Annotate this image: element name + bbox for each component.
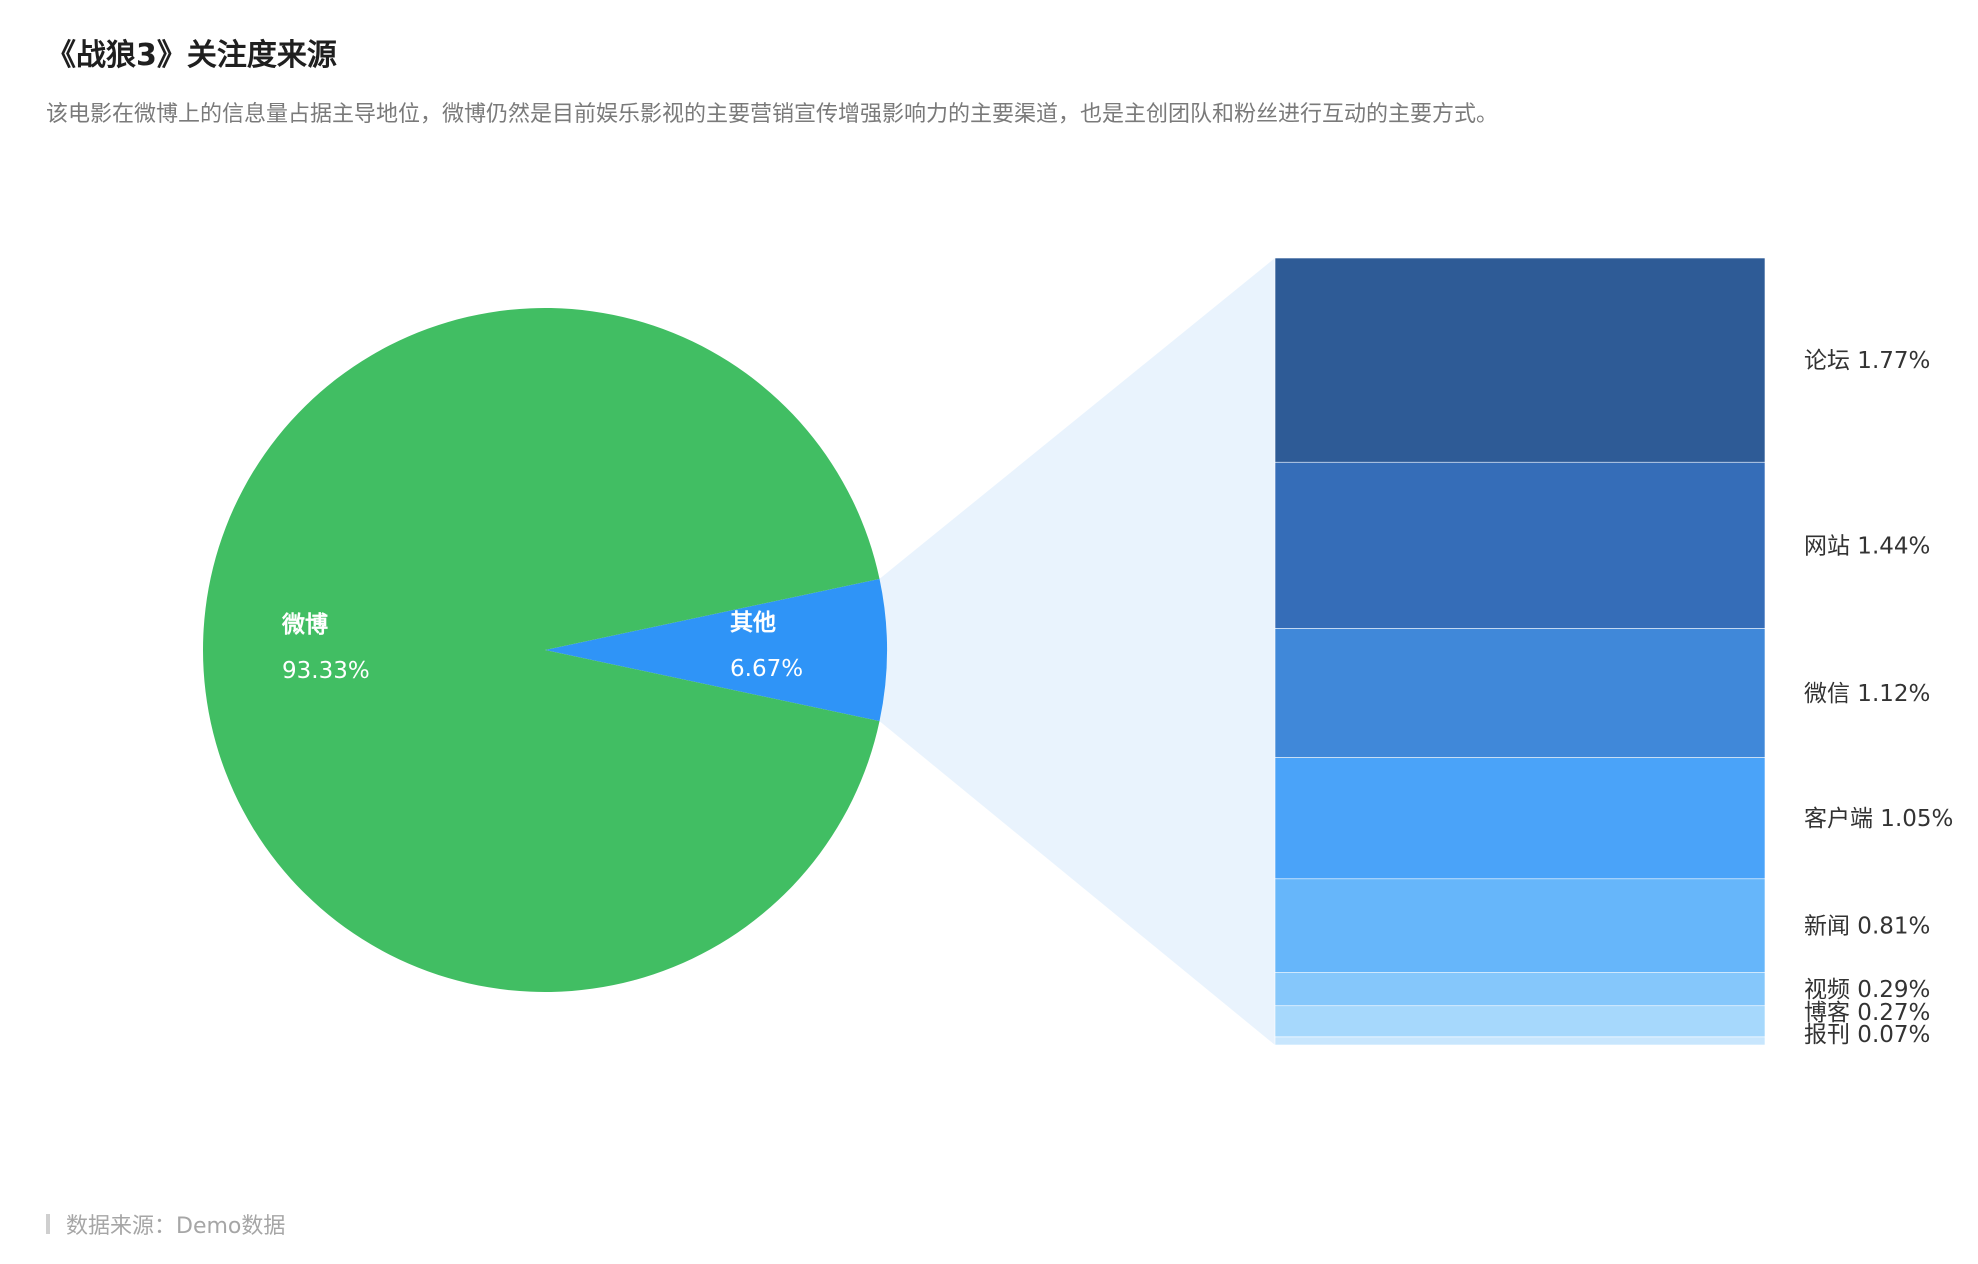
breakdown-label-6: 博客 0.27% bbox=[1804, 1000, 1930, 1026]
pie-label-value-weibo: 93.33% bbox=[282, 658, 370, 684]
breakdown-bar-group: 论坛 1.77% 网站 1.44% 微信 1.12% 客户端 1.05% 新闻 0.81… bbox=[1274, 257, 1953, 1048]
breakdown-label-4: 新闻 0.81% bbox=[1804, 914, 1930, 940]
chart-subtitle: 该电影在微博上的信息量占据主导地位，微博仍然是目前娱乐影视的主要营销宣传增强影响… bbox=[46, 102, 1499, 127]
breakdown-label-0: 论坛 1.77% bbox=[1804, 348, 1930, 374]
breakdown-segment-0[interactable] bbox=[1274, 257, 1766, 463]
breakdown-label-3: 客户端 1.05% bbox=[1804, 806, 1953, 832]
breakdown-label-7: 报刊 0.07% bbox=[1804, 1022, 1930, 1048]
breakdown-segment-6[interactable] bbox=[1274, 1005, 1766, 1038]
breakdown-label-1: 网站 1.44% bbox=[1804, 533, 1930, 559]
footer-marker bbox=[46, 1214, 50, 1234]
breakdown-connector-area bbox=[879, 258, 1275, 1045]
data-source-footer: 数据来源：Demo数据 bbox=[46, 1208, 285, 1240]
pie-label-value-other: 6.67% bbox=[730, 656, 803, 682]
breakdown-segment-2[interactable] bbox=[1274, 628, 1766, 758]
data-source-text: 数据来源：Demo数据 bbox=[66, 1214, 286, 1239]
breakdown-segment-4[interactable] bbox=[1274, 878, 1766, 973]
breakdown-label-2: 微信 1.12% bbox=[1804, 681, 1930, 707]
pie-slice-weibo[interactable] bbox=[203, 308, 880, 993]
breakdown-segment-1[interactable] bbox=[1274, 461, 1766, 629]
pie-label-name-other: 其他 bbox=[730, 610, 776, 636]
pie-label-name-weibo: 微博 bbox=[281, 611, 328, 638]
breakdown-segment-3[interactable] bbox=[1274, 757, 1766, 880]
breakdown-label-5: 视频 0.29% bbox=[1804, 977, 1930, 1003]
pie-slice-other[interactable] bbox=[545, 578, 888, 722]
breakdown-segment-5[interactable] bbox=[1274, 972, 1766, 1007]
pie-group: 微博 93.33% 其他 6.67% bbox=[203, 308, 888, 993]
chart-title: 《战狼3》关注度来源 bbox=[46, 38, 337, 73]
breakdown-segment-7[interactable] bbox=[1274, 1036, 1766, 1046]
